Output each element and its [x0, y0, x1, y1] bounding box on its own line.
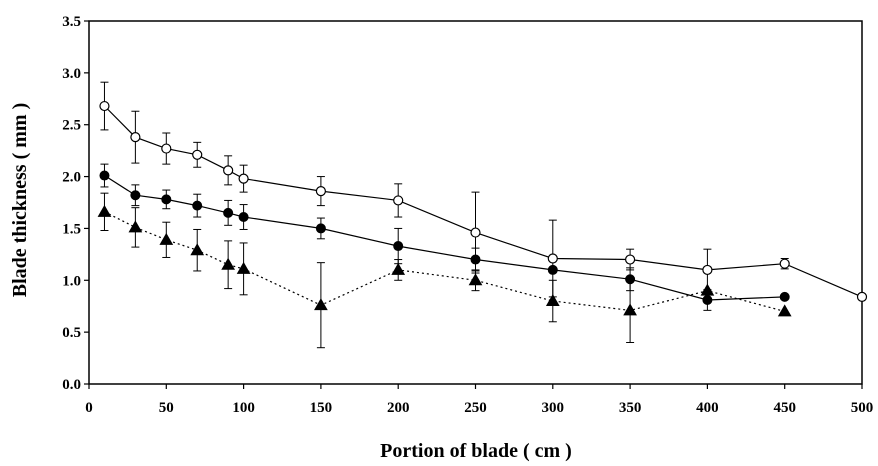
x-axis-title: Portion of blade ( cm ) [380, 440, 572, 462]
data-point [547, 264, 558, 275]
data-point [470, 227, 481, 238]
data-point [99, 170, 110, 181]
data-point [779, 258, 790, 269]
data-point [236, 261, 251, 274]
x-tick-label: 400 [696, 400, 719, 416]
data-point [393, 195, 404, 206]
y-tick-label: 2.5 [62, 118, 81, 134]
series-1-line [104, 105, 863, 298]
data-point [856, 291, 868, 302]
data-point [130, 190, 141, 201]
data-point [238, 173, 249, 184]
data-point [128, 220, 143, 233]
data-point [700, 283, 715, 296]
y-tick-label: 0.5 [62, 325, 81, 341]
data-point [624, 254, 636, 265]
data-point [702, 264, 713, 276]
series-layer [97, 81, 868, 349]
data-point [314, 298, 328, 311]
data-point [547, 253, 558, 264]
series-2 [99, 163, 790, 311]
data-point [97, 204, 112, 217]
y-tick-label: 0.0 [62, 377, 81, 393]
y-tick-label: 3.5 [62, 14, 81, 30]
y-axis-ticks: 0.0 0.5 1.0 1.5 2.0 2.5 3.0 3.5 [62, 14, 89, 393]
data-point [190, 243, 205, 256]
data-point [99, 100, 110, 112]
x-tick-label: 350 [619, 400, 642, 416]
data-point [623, 303, 637, 316]
x-tick-label: 250 [464, 400, 487, 416]
x-tick-label: 150 [310, 400, 333, 416]
data-point [391, 262, 406, 275]
data-point [161, 143, 172, 154]
y-tick-label: 3.0 [62, 66, 81, 82]
x-tick-label: 50 [159, 400, 174, 416]
data-point [130, 132, 141, 143]
x-tick-label: 0 [85, 400, 93, 416]
x-axis-ticks: 0 50 100 150 200 250 300 350 400 450 500 [85, 384, 873, 416]
data-point [315, 223, 326, 234]
y-tick-label: 2.0 [62, 170, 81, 186]
data-point [470, 254, 481, 265]
y-tick-label: 1.5 [62, 221, 81, 237]
data-point [192, 200, 203, 211]
x-tick-label: 100 [232, 400, 255, 416]
x-tick-label: 500 [851, 400, 874, 416]
data-point [192, 149, 203, 160]
y-axis-title: Blade thickness ( mm ) [9, 103, 31, 297]
x-tick-label: 300 [542, 400, 565, 416]
data-point [779, 291, 790, 302]
data-point [702, 294, 713, 305]
data-point [545, 294, 560, 307]
data-point [159, 232, 174, 245]
data-point [393, 241, 404, 252]
series-1 [99, 81, 868, 302]
data-point [315, 185, 326, 197]
series-3-line [104, 211, 785, 312]
y-tick-label: 1.0 [62, 273, 81, 289]
data-point [161, 194, 172, 205]
series-3 [97, 192, 792, 349]
series-2-line [104, 174, 785, 301]
data-point [221, 257, 236, 270]
data-point [223, 207, 234, 218]
x-tick-label: 450 [773, 400, 796, 416]
data-point [223, 165, 234, 176]
data-point [777, 304, 792, 317]
data-point [238, 212, 249, 223]
data-point [468, 273, 483, 286]
x-tick-label: 200 [387, 400, 410, 416]
